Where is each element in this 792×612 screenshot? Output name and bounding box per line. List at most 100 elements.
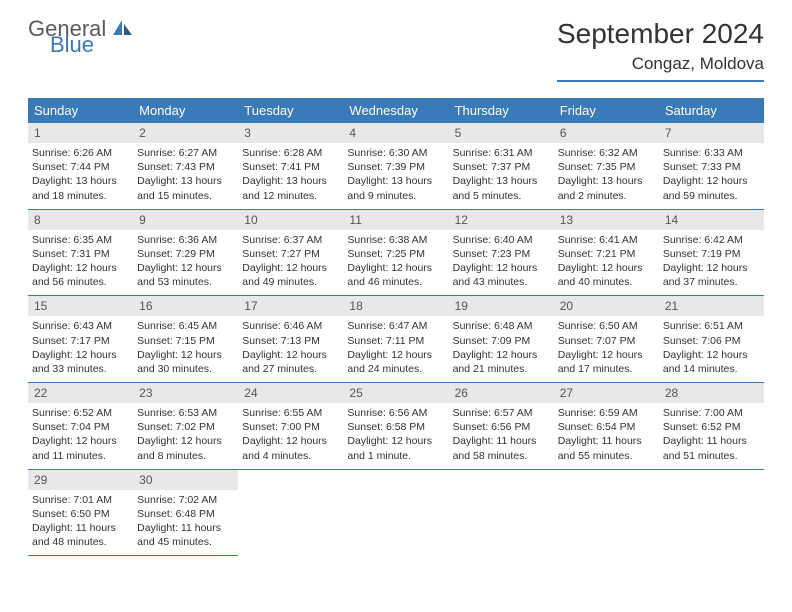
calendar-cell: 1Sunrise: 6:26 AMSunset: 7:44 PMDaylight… bbox=[28, 123, 133, 209]
day-number: 3 bbox=[238, 123, 343, 143]
daylight-text-1: Daylight: 12 hours bbox=[242, 434, 339, 448]
daylight-text-1: Daylight: 13 hours bbox=[347, 174, 444, 188]
day-number: 11 bbox=[343, 210, 448, 230]
sunrise-text: Sunrise: 6:42 AM bbox=[663, 233, 760, 247]
calendar-cell: 8Sunrise: 6:35 AMSunset: 7:31 PMDaylight… bbox=[28, 209, 133, 296]
day-number: 7 bbox=[659, 123, 764, 143]
dh-wed: Wednesday bbox=[343, 98, 448, 123]
calendar-cell: 11Sunrise: 6:38 AMSunset: 7:25 PMDayligh… bbox=[343, 209, 448, 296]
day-number: 29 bbox=[28, 470, 133, 490]
day-number: 26 bbox=[449, 383, 554, 403]
sunrise-text: Sunrise: 6:53 AM bbox=[137, 406, 234, 420]
calendar-cell: 17Sunrise: 6:46 AMSunset: 7:13 PMDayligh… bbox=[238, 296, 343, 383]
sunrise-text: Sunrise: 6:32 AM bbox=[558, 146, 655, 160]
sunrise-text: Sunrise: 6:40 AM bbox=[453, 233, 550, 247]
sunrise-text: Sunrise: 6:37 AM bbox=[242, 233, 339, 247]
header: General Blue September 2024 Congaz, Mold… bbox=[0, 0, 792, 90]
sunrise-text: Sunrise: 6:38 AM bbox=[347, 233, 444, 247]
sunset-text: Sunset: 7:27 PM bbox=[242, 247, 339, 261]
day-number: 5 bbox=[449, 123, 554, 143]
day-data: Sunrise: 6:59 AMSunset: 6:54 PMDaylight:… bbox=[554, 403, 659, 469]
daylight-text-1: Daylight: 12 hours bbox=[137, 434, 234, 448]
day-data: Sunrise: 7:00 AMSunset: 6:52 PMDaylight:… bbox=[659, 403, 764, 469]
day-data: Sunrise: 6:31 AMSunset: 7:37 PMDaylight:… bbox=[449, 143, 554, 209]
sunrise-text: Sunrise: 6:59 AM bbox=[558, 406, 655, 420]
calendar-cell: 14Sunrise: 6:42 AMSunset: 7:19 PMDayligh… bbox=[659, 209, 764, 296]
sunset-text: Sunset: 7:00 PM bbox=[242, 420, 339, 434]
day-data: Sunrise: 6:38 AMSunset: 7:25 PMDaylight:… bbox=[343, 230, 448, 296]
calendar-cell bbox=[449, 469, 554, 556]
daylight-text-2: and 43 minutes. bbox=[453, 275, 550, 289]
day-data: Sunrise: 6:43 AMSunset: 7:17 PMDaylight:… bbox=[28, 316, 133, 382]
sunrise-text: Sunrise: 6:57 AM bbox=[453, 406, 550, 420]
sunrise-text: Sunrise: 6:51 AM bbox=[663, 319, 760, 333]
calendar-cell: 20Sunrise: 6:50 AMSunset: 7:07 PMDayligh… bbox=[554, 296, 659, 383]
day-data: Sunrise: 6:33 AMSunset: 7:33 PMDaylight:… bbox=[659, 143, 764, 209]
sunrise-text: Sunrise: 7:00 AM bbox=[663, 406, 760, 420]
daylight-text-2: and 37 minutes. bbox=[663, 275, 760, 289]
sunset-text: Sunset: 7:23 PM bbox=[453, 247, 550, 261]
daylight-text-2: and 2 minutes. bbox=[558, 189, 655, 203]
daylight-text-1: Daylight: 12 hours bbox=[453, 348, 550, 362]
sunset-text: Sunset: 7:11 PM bbox=[347, 334, 444, 348]
day-data: Sunrise: 6:48 AMSunset: 7:09 PMDaylight:… bbox=[449, 316, 554, 382]
calendar-cell: 7Sunrise: 6:33 AMSunset: 7:33 PMDaylight… bbox=[659, 123, 764, 209]
sunrise-text: Sunrise: 6:33 AM bbox=[663, 146, 760, 160]
calendar-cell: 28Sunrise: 7:00 AMSunset: 6:52 PMDayligh… bbox=[659, 383, 764, 470]
day-data: Sunrise: 6:45 AMSunset: 7:15 PMDaylight:… bbox=[133, 316, 238, 382]
daylight-text-1: Daylight: 12 hours bbox=[242, 348, 339, 362]
calendar-cell: 13Sunrise: 6:41 AMSunset: 7:21 PMDayligh… bbox=[554, 209, 659, 296]
daylight-text-1: Daylight: 12 hours bbox=[558, 261, 655, 275]
daylight-text-1: Daylight: 12 hours bbox=[663, 261, 760, 275]
daylight-text-2: and 24 minutes. bbox=[347, 362, 444, 376]
day-data: Sunrise: 6:28 AMSunset: 7:41 PMDaylight:… bbox=[238, 143, 343, 209]
sunrise-text: Sunrise: 6:26 AM bbox=[32, 146, 129, 160]
day-number: 12 bbox=[449, 210, 554, 230]
sunset-text: Sunset: 7:33 PM bbox=[663, 160, 760, 174]
day-number: 2 bbox=[133, 123, 238, 143]
daylight-text-1: Daylight: 12 hours bbox=[663, 348, 760, 362]
day-number: 13 bbox=[554, 210, 659, 230]
sunset-text: Sunset: 6:58 PM bbox=[347, 420, 444, 434]
logo-sail-icon bbox=[113, 23, 133, 40]
daylight-text-1: Daylight: 12 hours bbox=[663, 174, 760, 188]
day-data: Sunrise: 6:56 AMSunset: 6:58 PMDaylight:… bbox=[343, 403, 448, 469]
calendar-cell: 21Sunrise: 6:51 AMSunset: 7:06 PMDayligh… bbox=[659, 296, 764, 383]
sunset-text: Sunset: 7:37 PM bbox=[453, 160, 550, 174]
daylight-text-2: and 27 minutes. bbox=[242, 362, 339, 376]
daylight-text-2: and 59 minutes. bbox=[663, 189, 760, 203]
day-number: 9 bbox=[133, 210, 238, 230]
sunset-text: Sunset: 7:09 PM bbox=[453, 334, 550, 348]
calendar-table: Sunday Monday Tuesday Wednesday Thursday… bbox=[28, 98, 764, 556]
daylight-text-1: Daylight: 12 hours bbox=[558, 348, 655, 362]
daylight-text-1: Daylight: 13 hours bbox=[137, 174, 234, 188]
day-data: Sunrise: 6:40 AMSunset: 7:23 PMDaylight:… bbox=[449, 230, 554, 296]
daylight-text-1: Daylight: 12 hours bbox=[137, 261, 234, 275]
daylight-text-2: and 49 minutes. bbox=[242, 275, 339, 289]
sunset-text: Sunset: 7:44 PM bbox=[32, 160, 129, 174]
day-number: 8 bbox=[28, 210, 133, 230]
sunset-text: Sunset: 6:54 PM bbox=[558, 420, 655, 434]
daylight-text-1: Daylight: 13 hours bbox=[242, 174, 339, 188]
sunset-text: Sunset: 7:41 PM bbox=[242, 160, 339, 174]
day-data: Sunrise: 6:55 AMSunset: 7:00 PMDaylight:… bbox=[238, 403, 343, 469]
dh-sat: Saturday bbox=[659, 98, 764, 123]
sunrise-text: Sunrise: 6:31 AM bbox=[453, 146, 550, 160]
sunset-text: Sunset: 7:15 PM bbox=[137, 334, 234, 348]
day-data: Sunrise: 6:53 AMSunset: 7:02 PMDaylight:… bbox=[133, 403, 238, 469]
daylight-text-1: Daylight: 13 hours bbox=[32, 174, 129, 188]
sunset-text: Sunset: 7:07 PM bbox=[558, 334, 655, 348]
day-number: 16 bbox=[133, 296, 238, 316]
dh-mon: Monday bbox=[133, 98, 238, 123]
sunrise-text: Sunrise: 6:43 AM bbox=[32, 319, 129, 333]
sunset-text: Sunset: 6:56 PM bbox=[453, 420, 550, 434]
month-title: September 2024 bbox=[557, 18, 764, 50]
dh-fri: Friday bbox=[554, 98, 659, 123]
daylight-text-1: Daylight: 13 hours bbox=[453, 174, 550, 188]
daylight-text-1: Daylight: 12 hours bbox=[347, 434, 444, 448]
daylight-text-2: and 58 minutes. bbox=[453, 449, 550, 463]
day-data: Sunrise: 6:27 AMSunset: 7:43 PMDaylight:… bbox=[133, 143, 238, 209]
daylight-text-2: and 11 minutes. bbox=[32, 449, 129, 463]
day-data: Sunrise: 6:52 AMSunset: 7:04 PMDaylight:… bbox=[28, 403, 133, 469]
day-number: 14 bbox=[659, 210, 764, 230]
